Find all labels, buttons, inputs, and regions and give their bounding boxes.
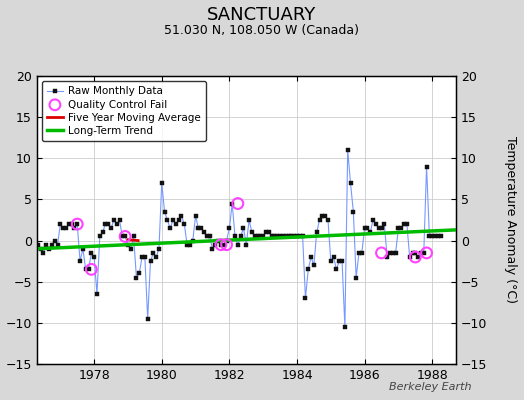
Quality Control Fail (87, 266, 95, 272)
Text: 51.030 N, 108.050 W (Canada): 51.030 N, 108.050 W (Canada) (165, 24, 359, 37)
Raw Monthly Data (51, 238, 58, 243)
Quality Control Fail (217, 242, 225, 248)
Raw Monthly Data (342, 324, 348, 329)
Quality Control Fail (422, 250, 431, 256)
Raw Monthly Data (24, 234, 30, 239)
Quality Control Fail (73, 221, 81, 227)
Raw Monthly Data (229, 201, 235, 206)
Five Year Moving Average (125, 237, 131, 242)
Text: Berkeley Earth: Berkeley Earth (389, 382, 472, 392)
Quality Control Fail (377, 250, 386, 256)
Quality Control Fail (411, 254, 420, 260)
Y-axis label: Temperature Anomaly (°C): Temperature Anomaly (°C) (504, 136, 517, 304)
Text: SANCTUARY: SANCTUARY (208, 6, 316, 24)
Raw Monthly Data (102, 222, 108, 226)
Line: Raw Monthly Data: Raw Monthly Data (25, 148, 442, 329)
Raw Monthly Data (221, 242, 227, 247)
Raw Monthly Data (316, 218, 323, 222)
Quality Control Fail (234, 200, 242, 207)
Raw Monthly Data (345, 148, 351, 152)
Raw Monthly Data (277, 234, 283, 239)
Raw Monthly Data (438, 234, 444, 239)
Quality Control Fail (121, 233, 129, 240)
Legend: Raw Monthly Data, Quality Control Fail, Five Year Moving Average, Long-Term Tren: Raw Monthly Data, Quality Control Fail, … (42, 81, 206, 141)
Five Year Moving Average (135, 238, 141, 243)
Quality Control Fail (222, 242, 231, 248)
